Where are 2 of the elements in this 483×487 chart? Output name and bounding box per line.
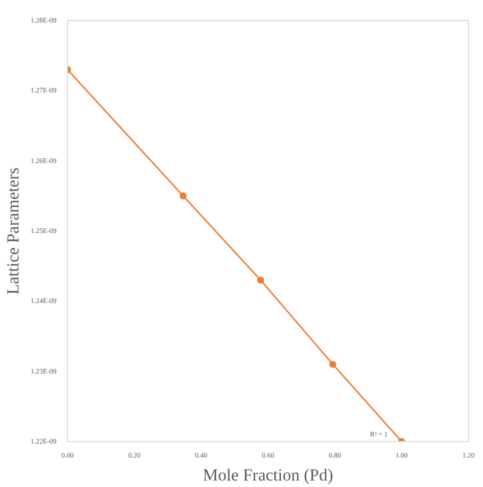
x-axis-title: Mole Fraction (Pd) — [202, 466, 334, 484]
y-axis-title: Lattice Parameters — [4, 168, 23, 294]
